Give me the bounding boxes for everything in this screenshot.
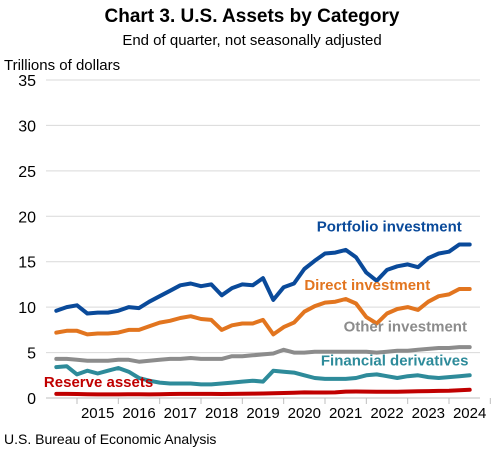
x-tick-label: 2024 [453, 405, 486, 422]
series-line-reserve-assets [54, 387, 472, 397]
series-line-financial-derivatives [54, 364, 472, 387]
series-line-portfolio-investment [54, 242, 472, 316]
chart-subtitle: End of quarter, not seasonally adjusted [122, 32, 382, 49]
chart-title: Chart 3. U.S. Assets by Category [104, 6, 400, 27]
x-tick-label: 2016 [122, 405, 155, 422]
y-tick-label: 30 [18, 118, 36, 135]
y-axis-ticks: 0 5 10 15 20 25 30 35 [18, 73, 36, 408]
y-tick-label: 0 [27, 391, 36, 408]
x-tick-label: 2020 [288, 405, 321, 422]
series-lines [54, 242, 472, 397]
x-tick-label: 2019 [246, 405, 279, 422]
series-label-reserve-assets: Reserve assets [44, 374, 153, 391]
x-tick-label: 2017 [164, 405, 197, 422]
x-tick-label: 2015 [81, 405, 114, 422]
y-tick-label: 10 [18, 300, 36, 317]
series-labels: Portfolio investment Direct investment Oth… [44, 219, 469, 391]
y-tick-label: 25 [18, 164, 36, 181]
x-tick-label: 2023 [412, 405, 445, 422]
y-tick-label: 15 [18, 255, 36, 272]
x-tick-label: 2021 [329, 405, 362, 422]
x-tick-label: 2022 [370, 405, 403, 422]
x-axis-ticks: 2015 2016 2017 2018 2019 2020 2021 2022 2023 2024 [76, 398, 491, 422]
series-label-other-investment: Other investment [344, 319, 467, 336]
y-axis-label: Trillions of dollars [4, 57, 121, 74]
series-label-direct-investment: Direct investment [304, 277, 430, 294]
y-tick-label: 20 [18, 209, 36, 226]
series-label-financial-derivatives: Financial derivatives [321, 352, 469, 369]
y-tick-label: 35 [18, 73, 36, 90]
x-tick-label: 2018 [205, 405, 238, 422]
y-tick-label: 5 [27, 346, 36, 363]
series-line-direct-investment [54, 287, 472, 337]
source-note: U.S. Bureau of Economic Analysis [4, 431, 217, 447]
series-line-other-investment [54, 345, 472, 364]
series-label-portfolio-investment: Portfolio investment [317, 219, 462, 236]
